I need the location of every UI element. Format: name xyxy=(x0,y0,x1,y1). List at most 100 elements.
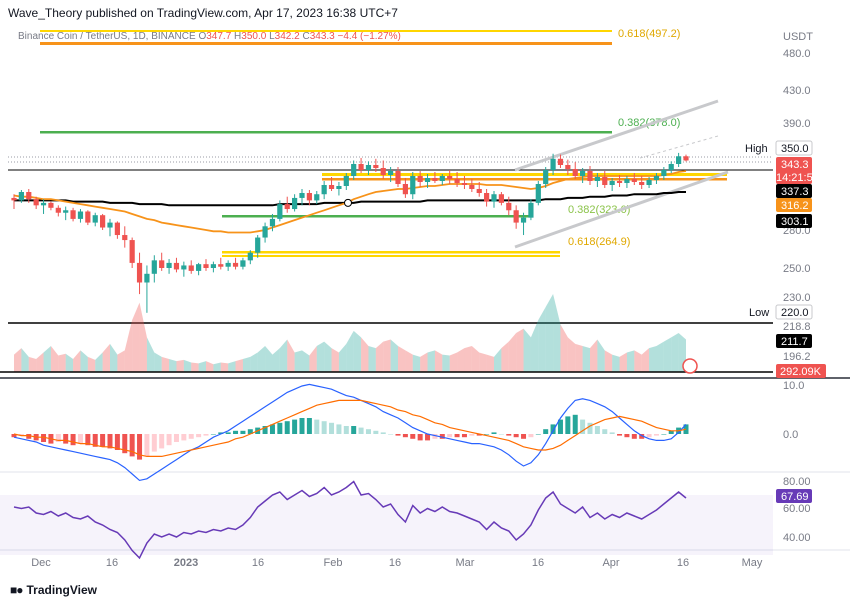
ema-black-tag: 337.3 xyxy=(781,186,809,198)
macd-hist-bar xyxy=(218,432,224,434)
macd-hist-bar xyxy=(233,430,239,434)
symbol-legend: Binance Coin / TetherUS, 1D, BINANCE O34… xyxy=(18,31,401,42)
macd-hist-bar xyxy=(159,434,165,449)
macd-hist-bar xyxy=(646,434,652,438)
volume-area xyxy=(538,307,546,372)
legend-c-label: C xyxy=(302,31,310,42)
fib-line-0382-lower xyxy=(222,215,532,218)
volume-area xyxy=(663,337,672,372)
macd-hist-bar xyxy=(137,434,143,460)
rsi-band xyxy=(0,495,773,555)
volume-area xyxy=(287,339,295,372)
candle-body xyxy=(218,264,224,267)
candle-body xyxy=(255,237,261,253)
macd-hist-bar xyxy=(203,434,209,436)
candle-body xyxy=(631,179,637,182)
fib-zone-bottom xyxy=(322,178,727,181)
volume-area xyxy=(641,348,650,372)
candle-body xyxy=(624,179,630,183)
volume-area xyxy=(405,350,413,372)
candle-body xyxy=(447,176,453,179)
candle-body xyxy=(232,262,239,267)
macd-hist-bar xyxy=(557,419,563,434)
candle-body xyxy=(380,168,386,175)
candle-body xyxy=(210,264,216,268)
macd-hist-bar xyxy=(594,426,600,434)
volume-area xyxy=(590,339,598,372)
macd-hist-bar xyxy=(565,416,571,434)
volume-area xyxy=(43,346,51,372)
candle-body xyxy=(63,210,69,213)
volume-area xyxy=(213,362,221,372)
rsi-panel: 80.00 60.00 40.00 xyxy=(0,476,811,560)
author-name[interactable]: Wave_Theory xyxy=(8,6,83,20)
moving-averages xyxy=(13,170,687,234)
volume-area xyxy=(471,346,480,372)
candle-body xyxy=(181,265,187,270)
price-tick-label: 230.0 xyxy=(783,292,811,304)
candle-body xyxy=(417,176,423,182)
candle-body xyxy=(343,176,349,186)
fib-zone-top xyxy=(322,173,727,176)
volume-area xyxy=(139,302,147,372)
volume-area xyxy=(220,362,229,372)
macd-hist-bar xyxy=(454,434,460,438)
volume-area xyxy=(361,337,369,372)
macd-hist-bar xyxy=(624,434,630,438)
candle-body xyxy=(616,181,623,183)
candle-body xyxy=(506,202,512,211)
candle-body xyxy=(491,194,497,202)
volume-area xyxy=(206,361,214,372)
macd-hist-bar xyxy=(580,419,586,434)
legend-low: 342.2 xyxy=(274,31,300,42)
volume-area xyxy=(28,356,37,372)
candle-body xyxy=(48,202,54,208)
volume-area xyxy=(427,350,435,372)
volume-area xyxy=(14,348,22,372)
candle-body xyxy=(277,204,283,219)
macd-hist-bar xyxy=(188,434,194,439)
candle-body xyxy=(292,197,298,210)
candle-body xyxy=(225,262,231,267)
volume-area xyxy=(619,352,627,372)
fib-label-0618-upper: 0.618(497.2) xyxy=(618,28,680,40)
macd-hist-bar xyxy=(306,418,312,434)
candle-body xyxy=(129,240,135,263)
macd-hist-bar xyxy=(410,434,416,439)
volume-area xyxy=(494,348,502,372)
macd-hist-bar xyxy=(196,434,202,438)
macd-hist-bar xyxy=(240,430,246,434)
ema-slow-tag: 303.1 xyxy=(781,216,809,228)
volume-area xyxy=(235,359,243,372)
macd-hist-bar xyxy=(55,434,61,442)
price-tags: High 350.0 343.314:21:58 337.3 316.2 303.1 Low… xyxy=(745,140,826,503)
time-tick-label: Mar xyxy=(456,557,475,569)
high-label: High xyxy=(745,143,768,155)
tradingview-logo[interactable]: ■● TradingView xyxy=(10,583,97,597)
volume-area xyxy=(375,341,384,372)
candle-body xyxy=(151,260,157,274)
candle-body xyxy=(240,260,246,267)
axis-unit: USDT xyxy=(783,31,813,43)
macd-hist-bar xyxy=(425,434,431,441)
macd-hist-bar xyxy=(439,434,445,439)
price-tick-label: 250.0 xyxy=(783,263,811,275)
candle-body xyxy=(40,202,47,206)
time-tick-label: 16 xyxy=(677,557,689,569)
volume-area xyxy=(560,324,568,372)
rsi-line xyxy=(13,480,687,560)
macd-hist-bar xyxy=(447,434,453,438)
candle-body xyxy=(314,194,320,201)
volume-area xyxy=(368,346,376,372)
fib-line-0618-lower-bottom xyxy=(222,255,560,257)
volume-area xyxy=(183,359,192,372)
macd-hist-bar xyxy=(469,434,475,436)
candle-body xyxy=(424,178,431,182)
volume-area xyxy=(50,346,59,372)
fib-line-0382-upper xyxy=(40,131,612,134)
candle-body xyxy=(70,210,76,219)
volume-area xyxy=(191,362,199,372)
volume-area xyxy=(124,320,133,372)
volume-area xyxy=(612,354,620,372)
